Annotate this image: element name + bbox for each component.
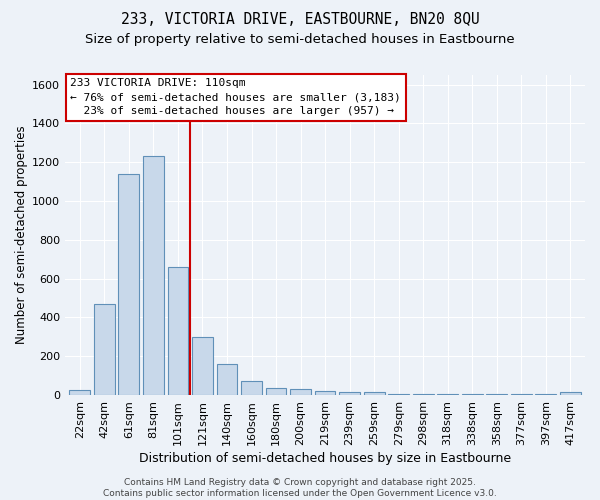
Bar xyxy=(511,394,532,395)
Bar xyxy=(413,394,434,395)
X-axis label: Distribution of semi-detached houses by size in Eastbourne: Distribution of semi-detached houses by … xyxy=(139,452,511,465)
Bar xyxy=(266,388,286,395)
Bar xyxy=(535,394,556,395)
Text: Size of property relative to semi-detached houses in Eastbourne: Size of property relative to semi-detach… xyxy=(85,32,515,46)
Text: 233 VICTORIA DRIVE: 110sqm
← 76% of semi-detached houses are smaller (3,183)
  2: 233 VICTORIA DRIVE: 110sqm ← 76% of semi… xyxy=(70,78,401,116)
Bar xyxy=(94,304,115,395)
Bar xyxy=(462,394,482,395)
Y-axis label: Number of semi-detached properties: Number of semi-detached properties xyxy=(15,126,28,344)
Text: Contains HM Land Registry data © Crown copyright and database right 2025.
Contai: Contains HM Land Registry data © Crown c… xyxy=(103,478,497,498)
Bar xyxy=(192,337,213,395)
Bar xyxy=(364,392,385,395)
Bar xyxy=(560,392,581,395)
Bar xyxy=(143,156,164,395)
Bar xyxy=(487,394,507,395)
Bar xyxy=(388,394,409,395)
Bar xyxy=(339,392,360,395)
Bar xyxy=(241,380,262,395)
Bar xyxy=(167,267,188,395)
Bar xyxy=(437,394,458,395)
Bar xyxy=(118,174,139,395)
Bar xyxy=(314,391,335,395)
Bar xyxy=(290,389,311,395)
Bar xyxy=(217,364,238,395)
Text: 233, VICTORIA DRIVE, EASTBOURNE, BN20 8QU: 233, VICTORIA DRIVE, EASTBOURNE, BN20 8Q… xyxy=(121,12,479,28)
Bar xyxy=(70,390,90,395)
